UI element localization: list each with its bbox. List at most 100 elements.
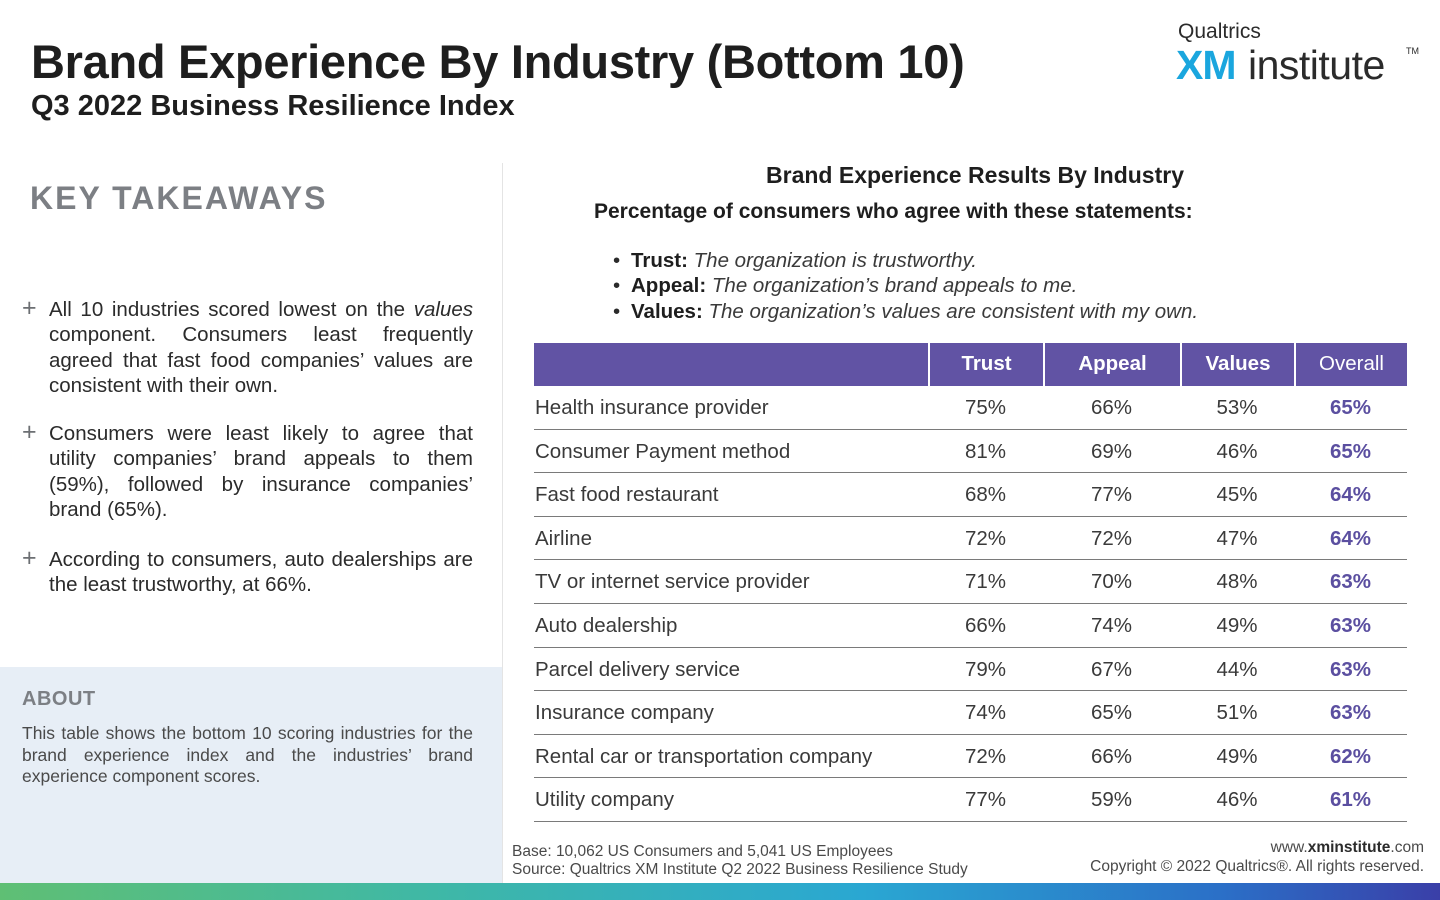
trust-cell: 75% bbox=[964, 396, 1007, 419]
overall-cell: 63% bbox=[1329, 613, 1372, 637]
values-cell: 53% bbox=[1216, 396, 1258, 419]
takeaway-item: + All 10 industries scored lowest on the… bbox=[22, 294, 473, 398]
appeal-cell: 65% bbox=[1090, 701, 1133, 725]
vertical-divider bbox=[502, 163, 503, 883]
key-takeaways-heading: KEY TAKEAWAYS bbox=[30, 180, 328, 216]
table-row: Consumer Payment method 81% 69% 46% 65% bbox=[534, 430, 1407, 474]
values-cell: 47% bbox=[1216, 526, 1258, 550]
overall-cell: 61% bbox=[1329, 788, 1372, 812]
definition-item: • Appeal: The organization’s brand appeal… bbox=[613, 274, 1078, 298]
column-header-values: Values bbox=[1180, 343, 1294, 386]
logo-trademark: TM bbox=[1406, 46, 1419, 56]
trust-cell: 66% bbox=[964, 613, 1007, 637]
table-row: Parcel delivery service 79% 67% 44% 63% bbox=[534, 648, 1407, 692]
trust-cell: 81% bbox=[964, 439, 1007, 463]
overall-cell: 65% bbox=[1329, 396, 1372, 419]
appeal-cell: 66% bbox=[1090, 396, 1133, 419]
table-header: Trust Appeal Values Overall bbox=[534, 343, 1407, 386]
results-subtitle: Percentage of consumers who agree with t… bbox=[594, 200, 1193, 223]
page-title: Brand Experience By Industry (Bottom 10) bbox=[31, 35, 965, 88]
takeaway-text: Consumers were least likely to agree tha… bbox=[49, 422, 473, 521]
overall-cell: 63% bbox=[1329, 570, 1372, 594]
takeaway-text: According to consumers, auto dealerships… bbox=[49, 548, 473, 597]
appeal-cell: 67% bbox=[1090, 657, 1133, 681]
industry-cell: Auto dealership bbox=[535, 613, 678, 637]
logo-institute-text: institute bbox=[1248, 42, 1385, 88]
overall-cell: 65% bbox=[1329, 439, 1372, 463]
bullet-icon: • bbox=[613, 274, 621, 298]
industry-cell: Health insurance provider bbox=[535, 396, 769, 419]
overall-cell: 62% bbox=[1329, 744, 1372, 768]
appeal-cell: 70% bbox=[1090, 570, 1133, 594]
values-cell: 49% bbox=[1216, 613, 1258, 637]
appeal-cell: 66% bbox=[1090, 744, 1133, 768]
trust-cell: 72% bbox=[964, 526, 1007, 550]
about-text: This table shows the bottom 10 scoring i… bbox=[22, 723, 473, 786]
bullet-icon: • bbox=[613, 299, 621, 323]
industry-cell: Insurance company bbox=[535, 701, 714, 725]
column-header-appeal: Appeal bbox=[1043, 343, 1180, 386]
trust-cell: 77% bbox=[964, 788, 1007, 812]
footnote: Base: 10,062 US Consumers and 5,041 US E… bbox=[512, 843, 968, 879]
table-row: TV or internet service provider 71% 70% 48%… bbox=[534, 560, 1407, 604]
table-row: Auto dealership 66% 74% 49% 63% bbox=[534, 604, 1407, 648]
values-cell: 48% bbox=[1216, 570, 1258, 594]
appeal-cell: 72% bbox=[1090, 526, 1133, 550]
column-header-overall: Overall bbox=[1294, 343, 1407, 386]
column-header-trust: Trust bbox=[928, 343, 1043, 386]
appeal-cell: 74% bbox=[1090, 613, 1133, 637]
overall-cell: 64% bbox=[1329, 483, 1372, 507]
footnote-source: Source: Qualtrics XM Institute Q2 2022 B… bbox=[512, 861, 968, 878]
definition-item: • Values: The organization’s values are c… bbox=[613, 299, 1199, 323]
values-cell: 46% bbox=[1216, 788, 1258, 812]
about-panel bbox=[0, 667, 502, 885]
trust-cell: 79% bbox=[964, 657, 1007, 681]
values-cell: 46% bbox=[1216, 439, 1258, 463]
trust-cell: 68% bbox=[964, 483, 1007, 507]
footer-right: www.xminstitute.com Copyright © 2022 Qua… bbox=[1090, 839, 1424, 876]
industry-cell: Parcel delivery service bbox=[535, 657, 741, 681]
industry-cell: Consumer Payment method bbox=[535, 439, 791, 463]
logo-qualtrics-text: Qualtrics bbox=[1178, 20, 1261, 43]
about-heading: ABOUT bbox=[22, 688, 96, 710]
qualtrics-xm-institute-logo: Qualtrics XM institute TM bbox=[1176, 18, 1426, 90]
definitions-list: • Trust: The organization is trustworthy.… bbox=[613, 248, 1198, 324]
industry-cell: TV or internet service provider bbox=[535, 570, 810, 594]
overall-cell: 63% bbox=[1329, 657, 1372, 681]
industry-cell: Fast food restaurant bbox=[535, 483, 719, 507]
definition-item: • Trust: The organization is trustworthy. bbox=[613, 249, 977, 272]
trust-cell: 72% bbox=[964, 744, 1007, 768]
bullet-icon: • bbox=[613, 249, 621, 272]
industry-cell: Rental car or transportation company bbox=[535, 744, 873, 768]
results-table: Trust Appeal Values Overall Health insur… bbox=[534, 343, 1407, 822]
plus-icon: + bbox=[22, 418, 37, 446]
overall-cell: 64% bbox=[1329, 526, 1372, 550]
takeaway-text: All 10 industries scored lowest on the v… bbox=[49, 298, 473, 397]
appeal-cell: 59% bbox=[1090, 788, 1133, 812]
website-link[interactable]: www.xminstitute.com bbox=[1270, 839, 1424, 856]
values-cell: 49% bbox=[1216, 744, 1258, 768]
values-cell: 51% bbox=[1216, 701, 1258, 725]
table-row: Fast food restaurant 68% 77% 45% 64% bbox=[534, 473, 1407, 517]
table-row: Airline 72% 72% 47% 64% bbox=[534, 517, 1407, 561]
values-cell: 44% bbox=[1216, 657, 1258, 681]
copyright: Copyright © 2022 Qualtrics®. All rights … bbox=[1090, 857, 1424, 875]
trust-cell: 71% bbox=[964, 570, 1007, 594]
appeal-cell: 69% bbox=[1090, 439, 1133, 463]
table-row: Rental car or transportation company 72% 6… bbox=[534, 735, 1407, 779]
results-title: Brand Experience Results By Industry bbox=[766, 162, 1184, 188]
values-cell: 45% bbox=[1216, 483, 1258, 507]
gradient-bar bbox=[0, 883, 1440, 900]
table-row: Health insurance provider 75% 66% 53% 65% bbox=[534, 386, 1407, 430]
industry-cell: Utility company bbox=[535, 788, 674, 812]
plus-icon: + bbox=[22, 294, 37, 322]
table-row: Utility company 77% 59% 46% 61% bbox=[534, 778, 1407, 822]
column-header-industry bbox=[534, 343, 928, 386]
industry-cell: Airline bbox=[535, 526, 592, 550]
overall-cell: 63% bbox=[1329, 701, 1372, 725]
appeal-cell: 77% bbox=[1090, 483, 1133, 507]
trust-cell: 74% bbox=[964, 701, 1007, 725]
takeaway-item: + According to consumers, auto dealershi… bbox=[22, 544, 473, 598]
takeaway-item: + Consumers were least likely to agree t… bbox=[22, 418, 473, 522]
logo-xm-text: XM bbox=[1176, 42, 1236, 88]
